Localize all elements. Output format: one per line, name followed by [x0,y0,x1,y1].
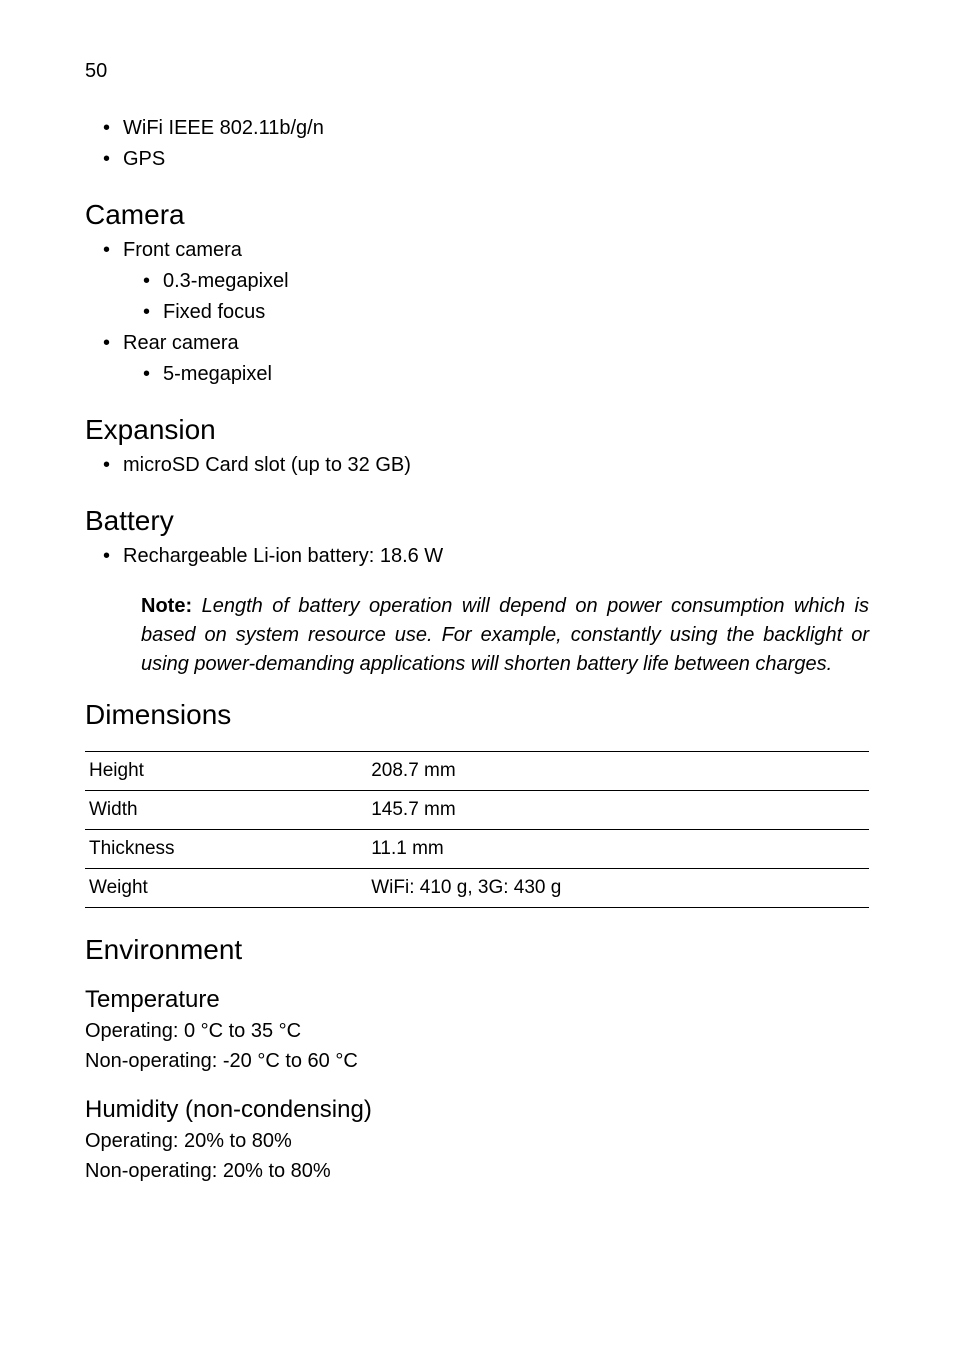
dim-value: 145.7 mm [367,791,869,830]
list-item: GPS [103,144,869,175]
list-item: Fixed focus [143,297,869,328]
table-row: Height 208.7 mm [85,752,869,791]
dimensions-table: Height 208.7 mm Width 145.7 mm Thickness… [85,751,869,908]
table-row: Weight WiFi: 410 g, 3G: 430 g [85,869,869,908]
humidity-heading: Humidity (non-condensing) [85,1096,869,1124]
note-label: Note: [141,595,192,617]
battery-note: Note: Length of battery operation will d… [85,592,869,679]
environment-heading: Environment [85,934,869,966]
list-item: Rechargeable Li-ion battery: 18.6 W [103,541,869,572]
table-row: Width 145.7 mm [85,791,869,830]
camera-front-sublist: 0.3-megapixel Fixed focus [123,266,869,328]
list-item: Rear camera 5-megapixel [103,328,869,390]
list-item-label: Front camera [123,239,242,261]
list-item: microSD Card slot (up to 32 GB) [103,450,869,481]
camera-list: Front camera 0.3-megapixel Fixed focus R… [85,235,869,390]
dim-name: Height [85,752,367,791]
camera-rear-sublist: 5-megapixel [123,359,869,390]
humidity-block: Humidity (non-condensing) Operating: 20%… [85,1096,869,1186]
expansion-list: microSD Card slot (up to 32 GB) [85,450,869,481]
temperature-operating: Operating: 0 °C to 35 °C [85,1016,869,1046]
list-item: 0.3-megapixel [143,266,869,297]
battery-list: Rechargeable Li-ion battery: 18.6 W [85,541,869,572]
dim-name: Width [85,791,367,830]
list-item-label: Rear camera [123,332,239,354]
table-row: Thickness 11.1 mm [85,830,869,869]
list-item: 5-megapixel [143,359,869,390]
dim-value: 11.1 mm [367,830,869,869]
list-item: WiFi IEEE 802.11b/g/n [103,113,869,144]
dim-name: Weight [85,869,367,908]
dim-value: 208.7 mm [367,752,869,791]
page-container: 50 WiFi IEEE 802.11b/g/n GPS Camera Fron… [0,0,954,1266]
dimensions-heading: Dimensions [85,699,869,731]
temperature-heading: Temperature [85,986,869,1014]
camera-heading: Camera [85,199,869,231]
note-body: Length of battery operation will depend … [141,595,869,675]
temperature-non-operating: Non-operating: -20 °C to 60 °C [85,1046,869,1076]
dim-name: Thickness [85,830,367,869]
page-number: 50 [85,60,869,83]
expansion-heading: Expansion [85,414,869,446]
humidity-non-operating: Non-operating: 20% to 80% [85,1156,869,1186]
connectivity-list: WiFi IEEE 802.11b/g/n GPS [85,113,869,175]
battery-heading: Battery [85,505,869,537]
humidity-operating: Operating: 20% to 80% [85,1126,869,1156]
dim-value: WiFi: 410 g, 3G: 430 g [367,869,869,908]
temperature-block: Temperature Operating: 0 °C to 35 °C Non… [85,986,869,1076]
list-item: Front camera 0.3-megapixel Fixed focus [103,235,869,328]
